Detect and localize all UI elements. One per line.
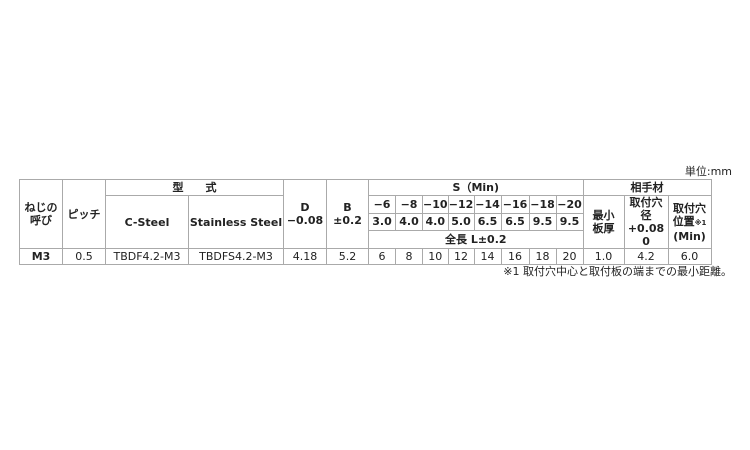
cell-length: 10: [422, 248, 449, 265]
header-hole-dia: 取付穴径 +0.08 0: [623, 195, 669, 249]
header-mating: 相手材: [582, 179, 712, 196]
s-col: −18: [528, 195, 557, 214]
cell-nominal: M3: [19, 248, 63, 265]
header-min-thickness: 最小板厚: [582, 195, 625, 249]
footnote: ※1 取付穴中心と取付板の端までの最小距離。: [503, 265, 732, 278]
cell-length: 20: [555, 248, 584, 265]
s-col: −6: [368, 195, 396, 214]
cell-hole-dia: 4.2: [623, 248, 669, 265]
unit-label: 単位:mm: [684, 165, 732, 178]
cell-b: 5.2: [326, 248, 369, 265]
s-value: 3.0: [368, 212, 396, 232]
cell-pitch: 0.5: [62, 248, 106, 265]
header-b: B ±0.2: [326, 179, 369, 249]
header-pitch: ピッチ: [62, 179, 106, 249]
s-value: 9.5: [555, 212, 584, 232]
header-s: S（Min): [368, 179, 584, 196]
header-d: D −0.08: [283, 179, 327, 249]
cell-length: 12: [447, 248, 475, 265]
s-col: −14: [473, 195, 502, 214]
cell-stainless: TBDFS4.2-M3: [188, 248, 284, 265]
s-value: 6.5: [473, 212, 502, 232]
cell-hole-pos: 6.0: [667, 248, 712, 265]
header-length: 全長 L±0.2: [368, 230, 584, 249]
s-col: −8: [395, 195, 423, 214]
header-nominal: ねじの呼び: [19, 179, 63, 249]
s-value: 9.5: [528, 212, 557, 232]
s-col: −12: [447, 195, 475, 214]
cell-c-steel: TBDF4.2-M3: [105, 248, 189, 265]
header-stainless: Stainless Steel: [188, 195, 284, 249]
s-col: −10: [422, 195, 449, 214]
s-col: −16: [500, 195, 530, 214]
cell-length: 6: [368, 248, 396, 265]
spec-table: ねじの呼び ピッチ 型 式 D −0.08 B ±0.2 S（Min) 相手材 C-…: [19, 179, 712, 265]
cell-length: 8: [395, 248, 423, 265]
cell-length: 14: [473, 248, 502, 265]
s-value: 6.5: [500, 212, 530, 232]
cell-length: 16: [500, 248, 530, 265]
table-row: M3 0.5 TBDF4.2-M3 TBDFS4.2-M3 4.18 5.2 6…: [19, 248, 712, 265]
header-hole-pos: 取付穴位置※1 (Min): [667, 195, 712, 249]
header-c-steel: C-Steel: [105, 195, 189, 249]
cell-length: 18: [528, 248, 557, 265]
s-value: 4.0: [422, 212, 449, 232]
s-col: −20: [555, 195, 584, 214]
s-value: 4.0: [395, 212, 423, 232]
s-value: 5.0: [447, 212, 475, 232]
cell-d: 4.18: [283, 248, 327, 265]
header-model: 型 式: [105, 179, 284, 196]
